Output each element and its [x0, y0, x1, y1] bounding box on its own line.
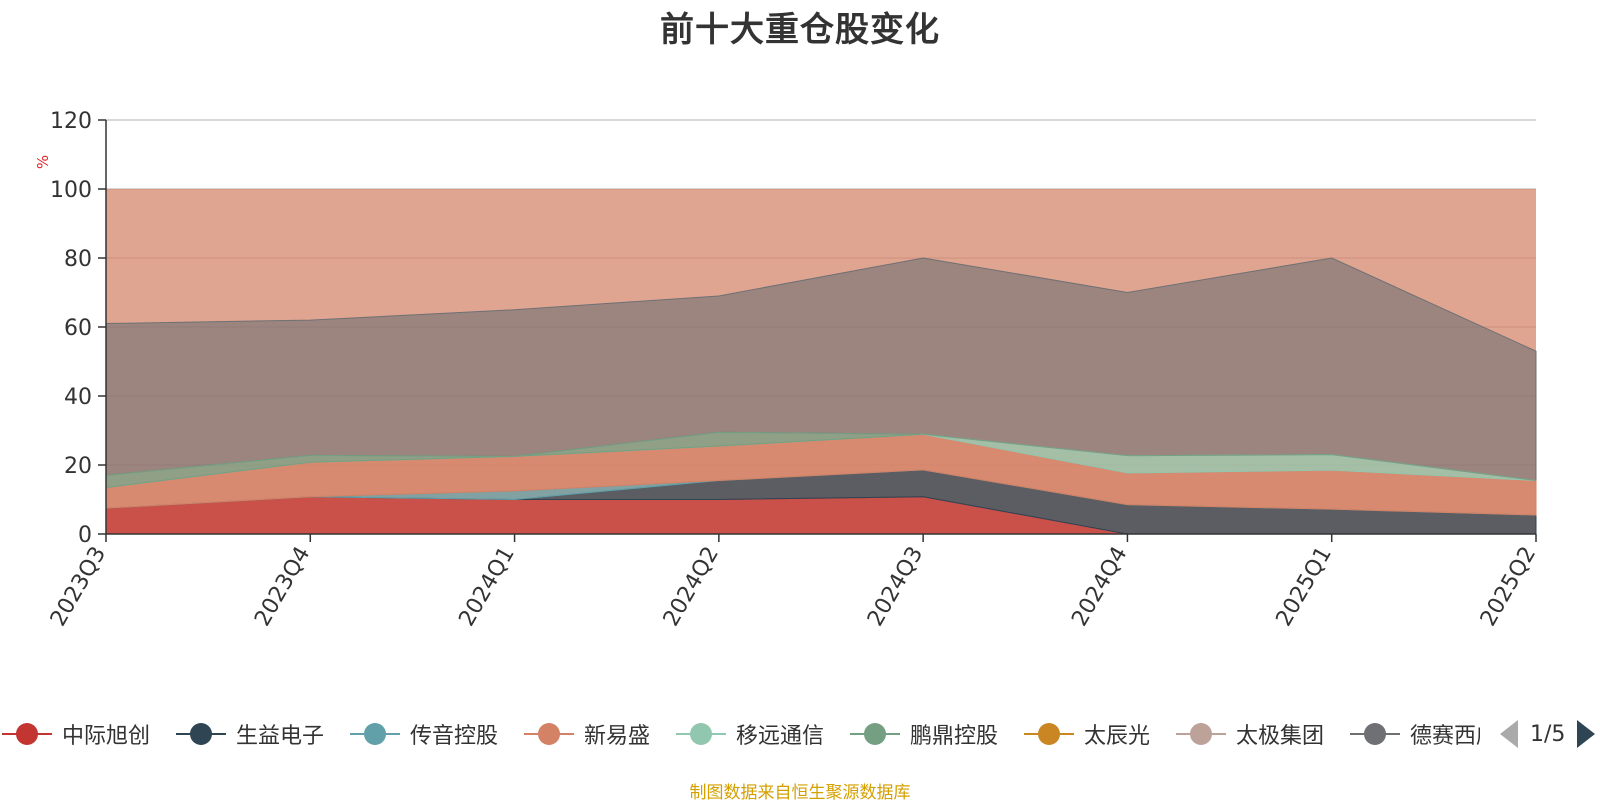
- legend-item[interactable]: 太极集团: [1174, 714, 1324, 754]
- legend-page-indicator: 1/5: [1530, 721, 1566, 747]
- legend-pager: 1/5: [1500, 718, 1596, 750]
- legend-label: 传音控股: [410, 724, 499, 749]
- legend-label: 移远通信: [736, 724, 825, 749]
- area-series-6: [105, 431, 1537, 488]
- legend-track: 中际旭创 生益电子 传音控股 新易盛 移远通信 鹏鼎控股 太辰光 太极集团 德赛西威: [0, 714, 1480, 754]
- y-tick-label: 20: [64, 454, 92, 479]
- legend-marker-icon: [176, 723, 226, 745]
- legend-label: 鹏鼎控股: [910, 724, 999, 749]
- legend-label: 生益电子: [236, 724, 325, 749]
- stacked-area-chart: 0 20 40 60 80 100 120% 2023Q3 2023Q4 2024Q1 2024Q2…: [34, 109, 1541, 631]
- legend-next-page-icon[interactable]: [1577, 720, 1596, 748]
- legend-item[interactable]: 移远通信: [674, 714, 824, 754]
- legend-item[interactable]: 太辰光: [1022, 714, 1150, 754]
- y-tick-label: 120: [50, 109, 92, 134]
- legend-item[interactable]: 德赛西威: [1348, 714, 1480, 754]
- legend-item[interactable]: 生益电子: [174, 714, 324, 754]
- x-tick-label: 2023Q3: [46, 543, 111, 631]
- legend-marker-icon: [850, 723, 900, 745]
- legend-item[interactable]: 新易盛: [522, 714, 650, 754]
- x-tick-label: 2024Q1: [454, 543, 519, 631]
- legend-marker-icon: [2, 723, 52, 745]
- x-tick-label: 2024Q2: [659, 543, 724, 631]
- y-tick-label: 60: [64, 316, 92, 341]
- y-tick-label: 100: [50, 178, 92, 203]
- x-tick-label: 2025Q2: [1476, 543, 1541, 631]
- x-tick-label: 2025Q1: [1272, 543, 1337, 631]
- x-tick-label: 2024Q3: [863, 543, 928, 631]
- legend-label: 德赛西威: [1410, 724, 1480, 749]
- legend-marker-icon: [1176, 723, 1226, 745]
- legend-label: 太辰光: [1084, 724, 1151, 749]
- legend-label: 太极集团: [1236, 724, 1325, 749]
- legend-item[interactable]: 中际旭创: [0, 714, 150, 754]
- legend-item[interactable]: 传音控股: [348, 714, 498, 754]
- x-tick-label: 2024Q4: [1067, 543, 1132, 631]
- legend-label: 新易盛: [584, 724, 651, 749]
- source-note: 制图数据来自恒生聚源数据库: [689, 783, 911, 803]
- y-tick-label: 0: [78, 523, 92, 548]
- y-tick-label: 40: [64, 385, 92, 410]
- x-tick-label: 2023Q4: [250, 543, 315, 631]
- legend-marker-icon: [1024, 723, 1074, 745]
- y-axis-label: %: [34, 155, 52, 169]
- legend-prev-page-icon[interactable]: [1500, 720, 1518, 748]
- legend-marker-icon: [676, 723, 726, 745]
- legend: 中际旭创 生益电子 传音控股 新易盛 移远通信 鹏鼎控股 太辰光 太极集团 德赛西威 1/5: [0, 714, 1600, 754]
- chart-title: 前十大重仓股变化: [660, 10, 940, 50]
- legend-marker-icon: [350, 723, 400, 745]
- legend-item[interactable]: 鹏鼎控股: [848, 714, 998, 754]
- legend-label: 中际旭创: [62, 724, 151, 749]
- legend-marker-icon: [524, 723, 574, 745]
- y-tick-label: 80: [64, 247, 92, 272]
- legend-marker-icon: [1350, 723, 1400, 745]
